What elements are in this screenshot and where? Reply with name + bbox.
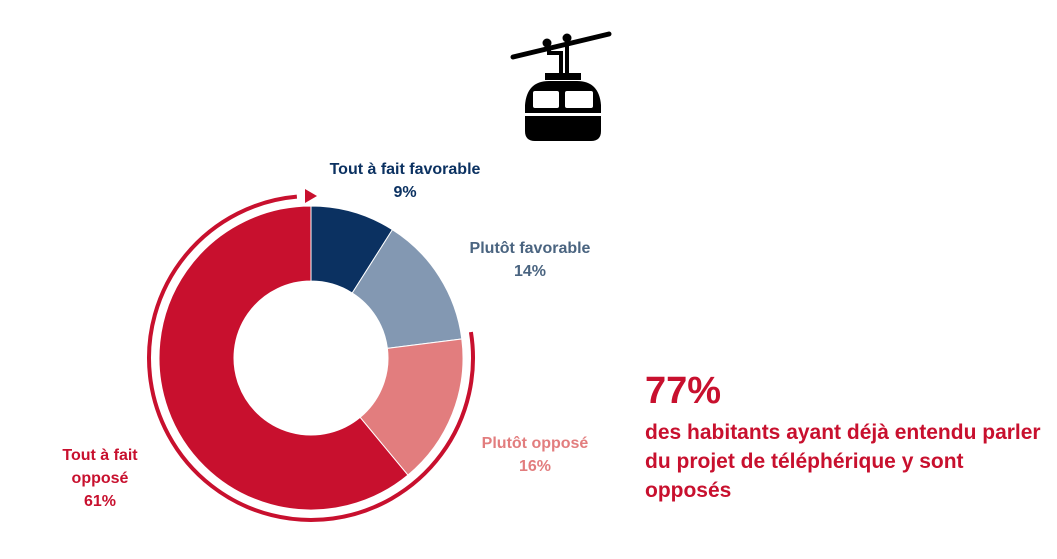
label-plutot-oppose-text: Plutôt opposé xyxy=(481,435,589,452)
label-tout-oppose-text2: opposé xyxy=(71,470,129,487)
summary-text: des habitants ayant déjà entendu parler … xyxy=(645,421,1041,502)
label-plutot-favorable: Plutôt favorable 14% xyxy=(450,237,610,283)
arc-arrow-head xyxy=(305,189,317,203)
summary-block: 77% des habitants ayant déjà entendu par… xyxy=(645,370,1045,505)
label-tout-oppose: Tout à fait opposé 61% xyxy=(45,444,155,513)
label-tout-favorable: Tout à fait favorable 9% xyxy=(300,158,510,204)
opposed-bracket-arc xyxy=(147,194,475,522)
donut-slice-tout-a-fait-oppose xyxy=(158,205,409,511)
label-tout-favorable-text: Tout à fait favorable xyxy=(329,161,481,178)
label-plutot-favorable-text: Plutôt favorable xyxy=(469,240,591,257)
label-tout-oppose-value: 61% xyxy=(83,493,117,510)
label-tout-oppose-text1: Tout à fait xyxy=(62,447,138,464)
summary-percentage: 77% xyxy=(645,370,722,412)
cable-car-icon xyxy=(510,31,612,141)
label-tout-favorable-value: 9% xyxy=(393,184,417,201)
label-plutot-oppose: Plutôt opposé 16% xyxy=(460,432,610,478)
label-plutot-favorable-value: 14% xyxy=(513,263,547,280)
label-plutot-oppose-value: 16% xyxy=(518,458,552,475)
